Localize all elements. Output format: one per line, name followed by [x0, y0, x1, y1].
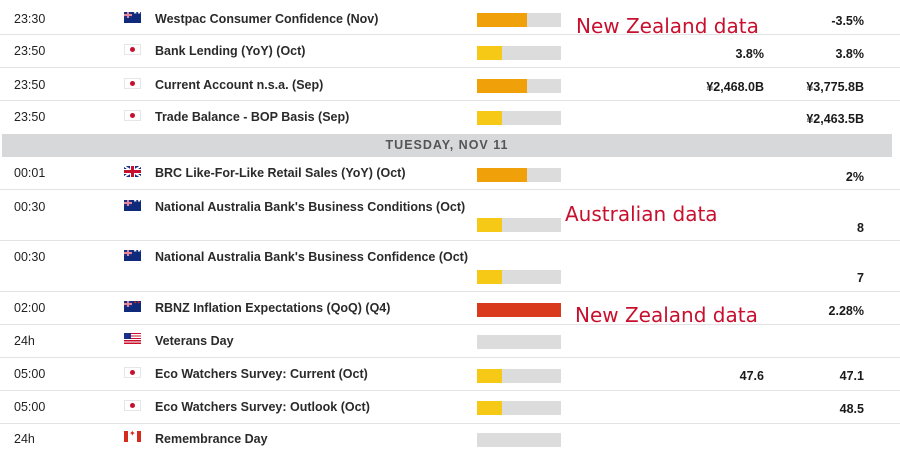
event-time: 23:50 — [14, 78, 46, 92]
event-name[interactable]: National Australia Bank's Business Condi… — [155, 200, 466, 214]
event-time: 24h — [14, 334, 35, 348]
impact-bar — [477, 79, 561, 93]
table-row[interactable]: 23:50 Bank Lending (YoY) (Oct) 3.8% 3.8% — [0, 35, 900, 68]
canada-flag-icon — [124, 429, 141, 442]
usa-flag-icon — [124, 333, 141, 344]
japan-flag-icon — [124, 78, 141, 89]
previous-value: ¥2,463.5B — [806, 112, 864, 126]
previous-value: 2% — [845, 170, 864, 184]
table-row[interactable]: 24h Remembrance Day — [0, 424, 900, 456]
australia-flag-icon — [124, 10, 141, 23]
japan-flag-icon — [124, 367, 141, 378]
actual-value: 47.6 — [739, 369, 764, 383]
impact-bar — [477, 13, 561, 27]
actual-value: ¥2,468.0B — [706, 80, 764, 94]
impact-bar — [477, 335, 561, 349]
event-name[interactable]: RBNZ Inflation Expectations (QoQ) (Q4) — [155, 301, 391, 315]
japan-flag-icon — [124, 110, 141, 121]
impact-bar — [477, 401, 561, 415]
event-time: 05:00 — [14, 367, 46, 381]
annotation-label: New Zealand data — [575, 303, 758, 327]
annotation-label: New Zealand data — [576, 14, 759, 38]
table-row[interactable]: 23:50 Trade Balance - BOP Basis (Sep) ¥2… — [0, 101, 900, 134]
table-row[interactable]: 24h Veterans Day — [0, 325, 900, 358]
impact-fill — [477, 46, 503, 60]
event-time: 02:00 — [14, 301, 46, 315]
previous-value: ¥3,775.8B — [806, 80, 864, 94]
impact-bar — [477, 218, 561, 232]
event-time: 23:50 — [14, 44, 46, 58]
uk-flag-icon — [124, 166, 141, 177]
impact-bar — [477, 369, 561, 383]
table-row[interactable]: 05:00 Eco Watchers Survey: Current (Oct)… — [0, 358, 900, 391]
event-time: 05:00 — [14, 400, 46, 414]
table-row[interactable]: 02:00 RBNZ Inflation Expectations (QoQ) … — [0, 292, 900, 325]
event-name[interactable]: Eco Watchers Survey: Current (Oct) — [155, 367, 368, 381]
previous-value: 2.28% — [828, 304, 864, 318]
previous-value: 48.5 — [839, 402, 864, 416]
impact-fill — [477, 303, 561, 317]
australia-flag-icon — [124, 198, 141, 211]
previous-value: 8 — [857, 221, 864, 235]
annotation-label: Australian data — [565, 202, 718, 226]
event-time: 00:30 — [14, 250, 46, 264]
impact-fill — [477, 270, 503, 284]
event-name[interactable]: Bank Lending (YoY) (Oct) — [155, 44, 306, 58]
table-row[interactable]: 00:01 BRC Like-For-Like Retail Sales (Yo… — [0, 157, 900, 190]
table-row[interactable]: 00:30 National Australia Bank's Business… — [0, 241, 900, 292]
impact-fill — [477, 111, 503, 125]
impact-fill — [477, 168, 528, 182]
impact-bar — [477, 168, 561, 182]
event-name[interactable]: National Australia Bank's Business Confi… — [155, 250, 468, 264]
event-name[interactable]: Westpac Consumer Confidence (Nov) — [155, 12, 379, 26]
event-name[interactable]: BRC Like-For-Like Retail Sales (YoY) (Oc… — [155, 166, 406, 180]
event-name[interactable]: Remembrance Day — [155, 432, 268, 446]
event-name[interactable]: Current Account n.s.a. (Sep) — [155, 78, 324, 92]
impact-fill — [477, 79, 528, 93]
event-time: 00:30 — [14, 200, 46, 214]
impact-bar — [477, 433, 561, 447]
impact-fill — [477, 401, 503, 415]
event-name[interactable]: Veterans Day — [155, 334, 234, 348]
previous-value: 7 — [857, 271, 864, 285]
japan-flag-icon — [124, 44, 141, 55]
day-header: TUESDAY, NOV 11 — [2, 134, 892, 157]
event-time: 23:50 — [14, 110, 46, 124]
impact-bar — [477, 111, 561, 125]
previous-value: 3.8% — [835, 47, 865, 61]
previous-value: -3.5% — [831, 14, 864, 28]
impact-fill — [477, 369, 503, 383]
table-row[interactable]: 00:30 National Australia Bank's Business… — [0, 190, 900, 241]
event-time: 24h — [14, 432, 35, 446]
event-time: 00:01 — [14, 166, 46, 180]
table-row[interactable]: 23:30 Westpac Consumer Confidence (Nov) … — [0, 2, 900, 35]
event-name[interactable]: Trade Balance - BOP Basis (Sep) — [155, 110, 350, 124]
event-time: 23:30 — [14, 12, 46, 26]
new-zealand-flag-icon — [124, 300, 141, 312]
table-row[interactable]: 23:50 Current Account n.s.a. (Sep) ¥2,46… — [0, 68, 900, 101]
actual-value: 3.8% — [735, 47, 765, 61]
impact-bar — [477, 46, 561, 60]
table-row[interactable]: 05:00 Eco Watchers Survey: Outlook (Oct)… — [0, 391, 900, 424]
previous-value: 47.1 — [839, 369, 864, 383]
event-name[interactable]: Eco Watchers Survey: Outlook (Oct) — [155, 400, 370, 414]
japan-flag-icon — [124, 400, 141, 411]
australia-flag-icon — [124, 248, 141, 261]
impact-fill — [477, 13, 528, 27]
impact-bar — [477, 303, 561, 317]
impact-fill — [477, 218, 503, 232]
impact-bar — [477, 270, 561, 284]
